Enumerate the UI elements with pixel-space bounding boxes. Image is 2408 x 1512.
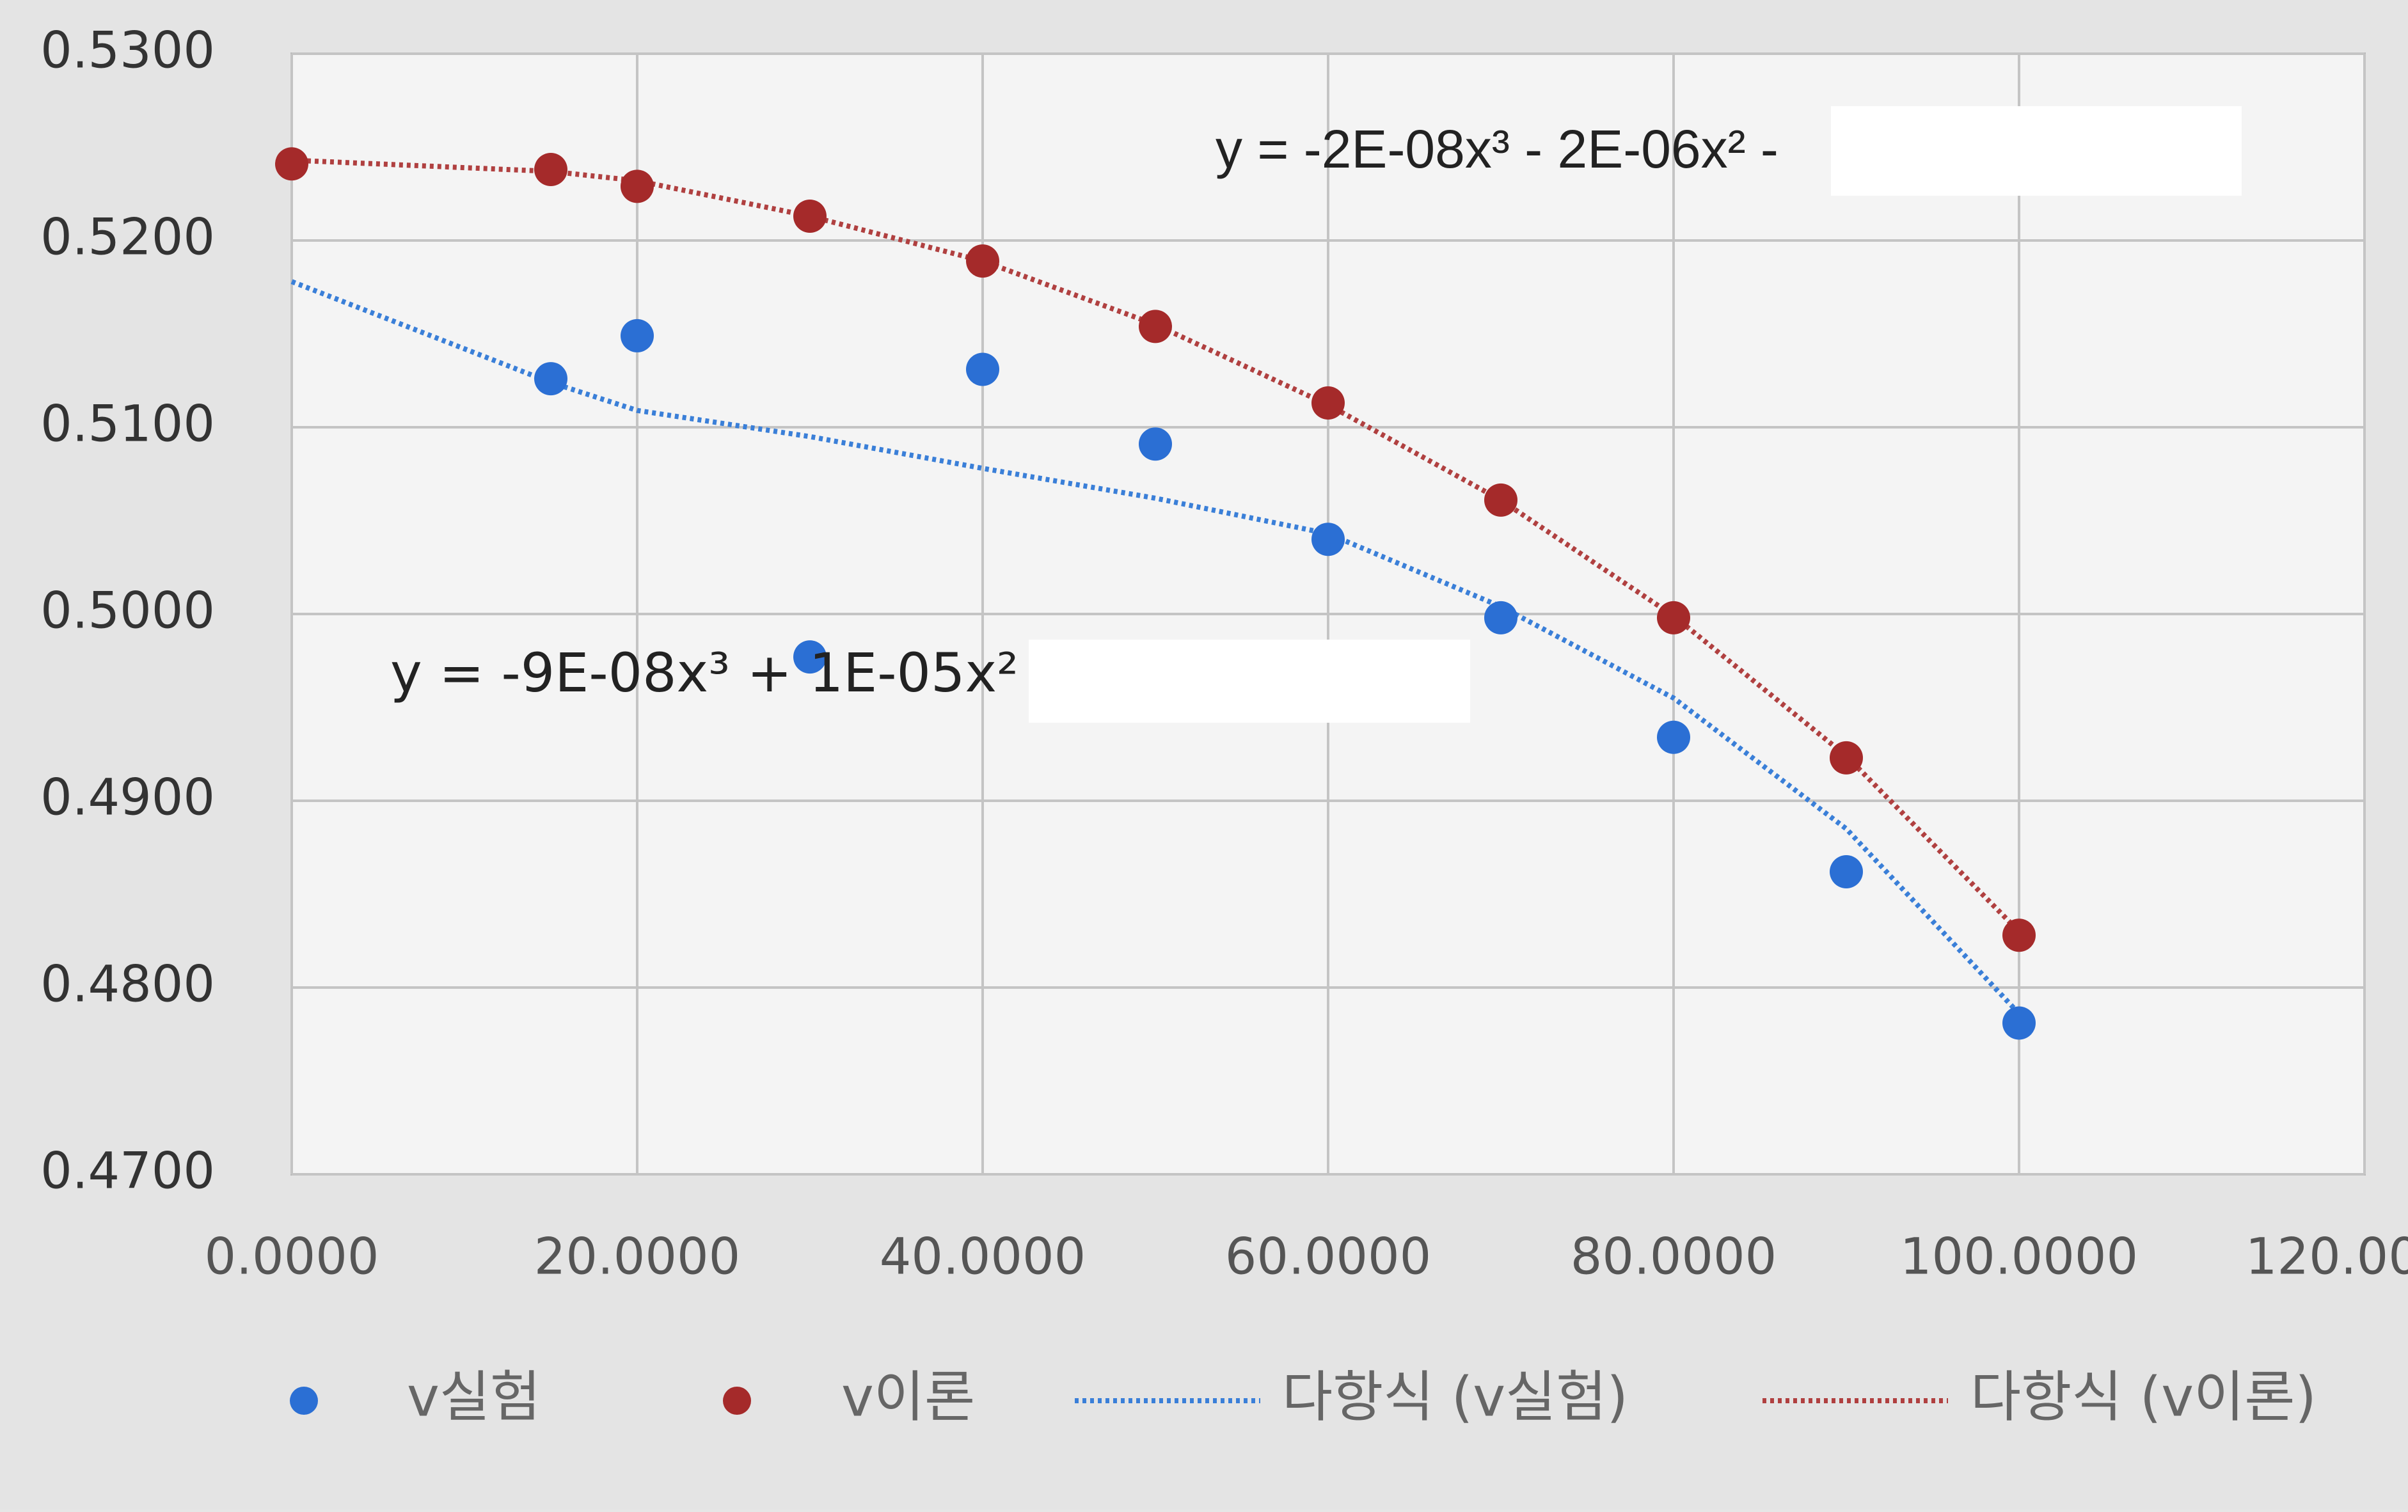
data-point [621, 169, 654, 203]
data-point [1484, 601, 1517, 634]
data-point [1139, 310, 1172, 343]
trendline [290, 279, 2021, 1016]
legend-label: 다항식 (v이론) [1970, 1365, 2317, 1429]
data-point [534, 153, 567, 187]
legend-label: 다항식 (v실험) [1282, 1365, 1628, 1429]
redaction-box [1029, 640, 1470, 723]
y-tick-label: 0.4700 [40, 1142, 215, 1200]
data-point [966, 244, 999, 278]
data-point [793, 640, 827, 674]
data-point [1830, 854, 1863, 888]
data-point [2002, 1006, 2036, 1040]
x-tick-label: 20.0000 [534, 1228, 741, 1286]
annotation: y = -9E-08x³ + 1E-05x² - ( [390, 642, 1093, 704]
legend-marker [290, 1387, 318, 1415]
x-tick-label: 120.0000 [2246, 1228, 2408, 1286]
data-point [1657, 720, 1690, 754]
data-point [621, 319, 654, 352]
data-point [966, 352, 999, 386]
data-point [1139, 427, 1172, 461]
y-tick-label: 0.5100 [40, 395, 215, 453]
y-tick-label: 0.5300 [40, 22, 215, 79]
y-tick-label: 0.5200 [40, 209, 215, 266]
data-point [1657, 601, 1690, 634]
data-point [2002, 918, 2036, 952]
redaction-box [1831, 106, 2242, 196]
data-point [1311, 523, 1345, 556]
y-tick-label: 0.4800 [40, 956, 215, 1013]
x-tick-label: 0.0000 [205, 1228, 379, 1286]
x-tick-label: 60.0000 [1225, 1228, 1432, 1286]
y-tick-label: 0.4900 [40, 769, 215, 826]
annotation: y = -2E-08x³ - 2E-06x² - [1216, 119, 1778, 179]
data-point [1484, 483, 1517, 517]
data-point [793, 200, 827, 233]
data-point [1311, 386, 1345, 420]
legend-label: v실험 [407, 1365, 541, 1429]
x-tick-label: 100.0000 [1900, 1228, 2138, 1286]
data-point [534, 362, 567, 396]
data-point [275, 147, 308, 181]
y-tick-label: 0.5000 [40, 582, 215, 640]
x-tick-label: 80.0000 [1571, 1228, 1777, 1286]
data-point [1830, 741, 1863, 775]
x-tick-label: 40.0000 [880, 1228, 1086, 1286]
legend-label: v이론 [841, 1365, 975, 1429]
legend-marker [723, 1387, 751, 1415]
